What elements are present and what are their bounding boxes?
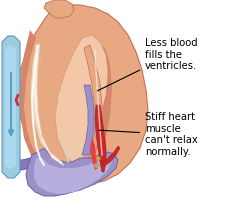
Polygon shape: [95, 45, 112, 152]
Polygon shape: [102, 146, 120, 166]
Polygon shape: [26, 148, 118, 196]
Polygon shape: [30, 42, 88, 170]
Polygon shape: [2, 36, 20, 178]
Polygon shape: [5, 44, 16, 170]
Polygon shape: [90, 138, 98, 170]
Polygon shape: [95, 105, 106, 172]
Polygon shape: [34, 157, 112, 194]
Polygon shape: [20, 30, 100, 178]
Polygon shape: [55, 35, 108, 162]
Polygon shape: [6, 155, 44, 170]
Polygon shape: [84, 45, 102, 162]
Polygon shape: [44, 0, 74, 18]
Polygon shape: [18, 5, 148, 184]
Text: Stiff heart
muscle
can't relax
normally.: Stiff heart muscle can't relax normally.: [99, 112, 198, 157]
Polygon shape: [36, 50, 54, 158]
Polygon shape: [33, 44, 64, 166]
Polygon shape: [82, 85, 94, 155]
Text: Less blood
fills the
ventricles.: Less blood fills the ventricles.: [97, 38, 198, 91]
